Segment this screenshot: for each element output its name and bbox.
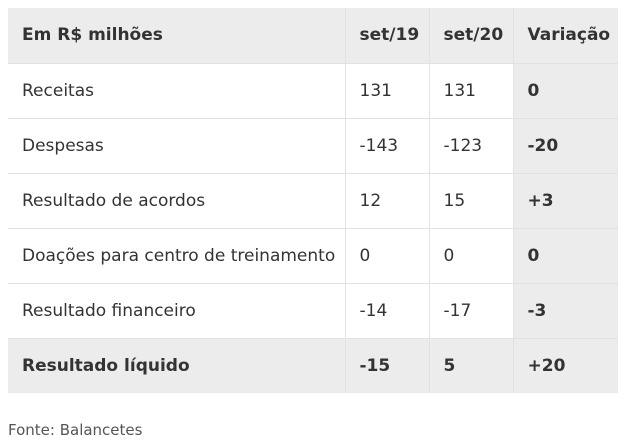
cell-set19: -14: [345, 283, 430, 339]
header-cell-set20: set/20: [429, 8, 514, 64]
cell-set19: -143: [345, 118, 430, 174]
header-cell-variacao: Variação: [513, 8, 618, 64]
table-row: Doações para centro de treinamento 0 0 0: [8, 228, 618, 284]
table-row: Resultado financeiro -14 -17 -3: [8, 283, 618, 339]
cell-set19: 12: [345, 173, 430, 229]
row-label: Doações para centro de treinamento: [8, 228, 346, 284]
cell-set20: -123: [429, 118, 514, 174]
row-label: Receitas: [8, 63, 346, 119]
table-header-row: Em R$ milhões set/19 set/20 Variação: [8, 8, 618, 64]
source-note: Fonte: Balancetes: [8, 421, 143, 439]
row-label: Resultado financeiro: [8, 283, 346, 339]
table-row: Despesas -143 -123 -20: [8, 118, 618, 174]
header-cell-label: Em R$ milhões: [8, 8, 346, 64]
cell-set19: 0: [345, 228, 430, 284]
row-label: Resultado líquido: [8, 338, 346, 393]
cell-variacao: +20: [513, 338, 618, 393]
table-row: Resultado de acordos 12 15 +3: [8, 173, 618, 229]
cell-variacao: +3: [513, 173, 618, 229]
cell-set20: -17: [429, 283, 514, 339]
cell-set20: 0: [429, 228, 514, 284]
financial-table: Em R$ milhões set/19 set/20 Variação Rec…: [8, 8, 618, 393]
cell-set20: 15: [429, 173, 514, 229]
cell-variacao: 0: [513, 63, 618, 119]
table-row: Receitas 131 131 0: [8, 63, 618, 119]
cell-set20: 5: [429, 338, 514, 393]
row-label: Resultado de acordos: [8, 173, 346, 229]
cell-set20: 131: [429, 63, 514, 119]
row-label: Despesas: [8, 118, 346, 174]
cell-set19: 131: [345, 63, 430, 119]
cell-variacao: -3: [513, 283, 618, 339]
table-total-row: Resultado líquido -15 5 +20: [8, 338, 618, 393]
cell-variacao: 0: [513, 228, 618, 284]
cell-variacao: -20: [513, 118, 618, 174]
header-cell-set19: set/19: [345, 8, 430, 64]
cell-set19: -15: [345, 338, 430, 393]
